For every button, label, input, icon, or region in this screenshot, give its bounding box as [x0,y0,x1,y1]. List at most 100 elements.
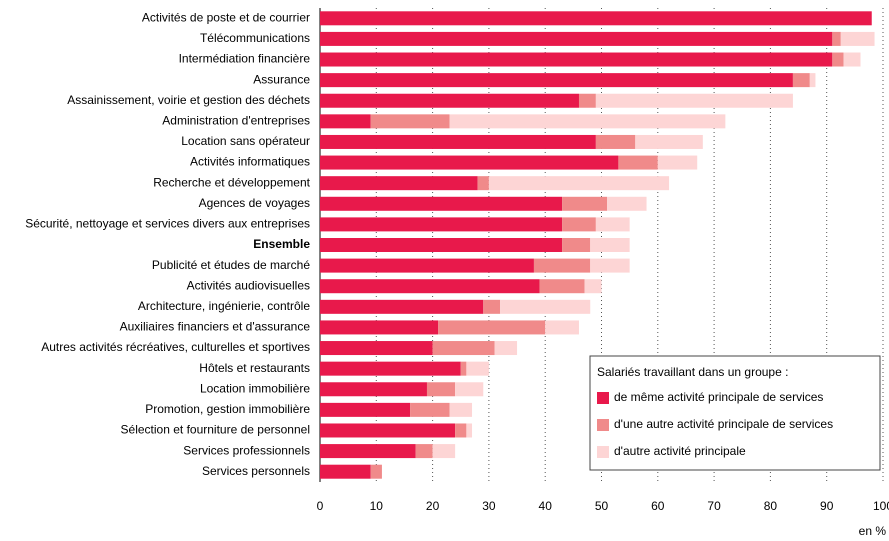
bar [595,93,793,108]
bar [320,444,416,459]
bar [832,52,844,67]
bar [590,258,630,273]
bar [320,258,534,273]
bar [466,361,489,376]
x-tick-label: 20 [426,499,440,513]
bar [832,31,841,46]
legend-box [589,355,881,471]
bar [455,423,467,438]
y-tick-label: Sécurité, nettoyage et services divers a… [25,217,310,231]
legend-swatch [597,392,609,404]
y-tick-label: Auxiliaires financiers et d'assurance [120,320,311,334]
bar [562,238,591,252]
y-tick-label: Assainissement, voirie et gestion des dé… [67,93,310,107]
bar [500,299,591,314]
bar [320,382,427,397]
bar [539,279,585,294]
bar [432,444,456,459]
y-tick-label: Location immobilière [200,381,310,395]
y-tick-label: Hôtels et restaurants [199,361,310,375]
bar [843,52,861,67]
y-tick-label: Services personnels [202,464,310,478]
bar [809,73,816,88]
legend-label: d'une autre activité principale de servi… [614,417,833,431]
bar [410,402,450,417]
x-tick-label: 60 [651,499,665,513]
bar [320,196,563,211]
bar [320,402,411,417]
x-tick-label: 50 [595,499,609,513]
x-tick-label: 40 [539,499,553,513]
y-tick-label: Sélection et fourniture de personnel [121,423,310,437]
legend-label: de même activité principale de services [614,390,823,404]
bar [320,52,833,67]
y-tick-label: Promotion, gestion immobilière [145,402,310,416]
bar [320,423,456,438]
bar [488,176,670,191]
y-tick-label: Services professionnels [183,443,310,457]
y-tick-label: Agences de voyages [199,196,310,210]
bar [320,73,793,88]
bar [635,134,703,149]
y-tick-label: Location sans opérateur [181,134,310,148]
bar [320,299,484,314]
axis-unit: en % [859,524,887,538]
bar [595,134,636,149]
y-tick-label: Intermédiation financière [179,52,311,66]
y-tick-label: Architecture, ingénierie, contrôle [138,299,310,313]
x-tick-label: 70 [707,499,721,513]
y-tick-label: Autres activités récréatives, culturelle… [41,340,310,354]
bar [320,238,563,252]
legend-swatch [597,419,609,431]
bar [607,196,647,211]
bar [477,176,489,191]
bar [595,217,630,232]
bar [494,341,518,356]
bar [618,155,658,170]
bar [432,341,495,356]
bar [455,382,484,397]
x-tick-label: 30 [482,499,496,513]
bar [792,73,810,88]
bar [584,279,602,294]
bar [320,217,563,232]
bar [657,155,698,170]
bar [320,341,433,356]
y-tick-label: Télécommunications [200,31,310,45]
bar [320,31,833,46]
y-tick-label: Activités audiovisuelles [187,278,310,292]
bar [320,464,371,479]
bar [840,31,875,46]
bar [320,134,596,149]
bar [449,114,726,129]
bar [415,444,433,459]
bar [466,423,473,438]
legend-swatch [597,446,609,458]
bar [320,114,371,129]
legend-label: d'autre activité principale [614,444,746,458]
bar [545,320,579,335]
bar [460,361,467,376]
legend-title: Salariés travaillant dans un groupe : [597,365,788,379]
bar [562,217,596,232]
bar [320,11,872,26]
x-tick-label: 80 [764,499,778,513]
bar [320,93,579,108]
x-tick-label: 90 [820,499,834,513]
bar [578,93,596,108]
y-tick-label: Recherche et développement [153,175,310,189]
bar [320,279,540,294]
y-tick-label: Publicité et études de marché [152,258,310,272]
y-tick-label: Ensemble [253,237,310,251]
bar [590,238,630,252]
bar [483,299,501,314]
x-tick-label: 0 [317,499,324,513]
bar [320,176,478,191]
bar [426,382,456,397]
y-tick-label: Assurance [253,72,310,86]
y-tick-label: Administration d'entreprises [162,114,310,128]
x-tick-label: 100 [873,499,889,513]
x-tick-label: 10 [370,499,384,513]
bar [449,402,473,417]
